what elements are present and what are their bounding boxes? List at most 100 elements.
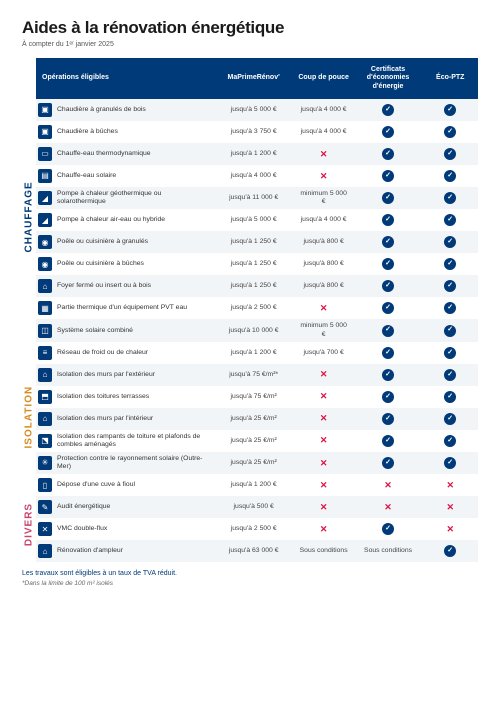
op-cell: ▦Partie thermique d'un équipement PVT ea… [36,297,214,319]
ptz-cell: ✓ [422,187,478,209]
cell-text: Sous conditions [364,547,412,554]
coup-cell: ✕ [294,496,354,518]
coup-cell: Sous conditions [294,540,354,562]
check-icon: ✓ [444,457,456,469]
operation-label: Isolation des murs par l'intérieur [57,415,153,423]
table-body: ▣Chaudière à granulés de boisjusqu'à 5 0… [36,99,478,562]
cross-icon: ✕ [320,391,328,401]
cross-icon: ✕ [446,524,454,534]
ptz-cell: ✓ [422,121,478,143]
mpr-cell: jusqu'à 25 €/m² [214,452,294,474]
operation-label: Foyer fermé ou insert ou à bois [57,282,151,290]
check-icon: ✓ [444,435,456,447]
cee-cell: ✓ [354,364,423,386]
cross-icon: ✕ [320,480,328,490]
cee-cell: ✓ [354,408,423,430]
check-icon: ✓ [382,347,394,359]
cross-icon: ✕ [320,413,328,423]
operation-icon: ✎ [38,500,52,514]
check-icon: ✓ [382,369,394,381]
mpr-cell: jusqu'à 10 000 € [214,319,294,341]
operation-icon: ⌂ [38,544,52,558]
ptz-cell: ✓ [422,319,478,341]
table-row: ◉Poêle ou cuisinière à granulésjusqu'à 1… [36,231,478,253]
check-icon: ✓ [444,258,456,270]
cell-text: jusqu'à 4 000 € [301,216,347,223]
check-icon: ✓ [382,413,394,425]
cee-cell: ✓ [354,165,423,187]
cee-cell: ✓ [354,452,423,474]
cell-text: jusqu'à 700 € [304,349,344,356]
mpr-cell: jusqu'à 1 250 € [214,231,294,253]
mpr-cell: jusqu'à 1 200 € [214,143,294,165]
check-icon: ✓ [382,457,394,469]
cross-icon: ✕ [446,480,454,490]
check-icon: ✓ [444,347,456,359]
operation-label: Audit énergétique [57,503,110,511]
op-cell: ⌂Foyer fermé ou insert ou à bois [36,275,214,297]
table-row: ▤Chauffe-eau solairejusqu'à 4 000 €✕✓✓ [36,165,478,187]
table-row: ▣Chaudière à bûchesjusqu'à 3 750 €jusqu'… [36,121,478,143]
cee-cell: ✓ [354,143,423,165]
mpr-cell: jusqu'à 25 €/m² [214,408,294,430]
check-icon: ✓ [444,192,456,204]
check-icon: ✓ [444,170,456,182]
cee-cell: ✓ [354,319,423,341]
op-cell: ◫Système solaire combiné [36,319,214,341]
check-icon: ✓ [382,126,394,138]
operation-icon: ≡ [38,346,52,360]
check-icon: ✓ [444,104,456,116]
mpr-cell: jusqu'à 63 000 € [214,540,294,562]
operation-label: Poêle ou cuisinière à granulés [57,238,148,246]
cee-cell: ✓ [354,342,423,364]
operation-icon: ◫ [38,324,52,338]
op-cell: ▣Chaudière à bûches [36,121,214,143]
coup-cell: jusqu'à 4 000 € [294,209,354,231]
coup-cell: minimum 5 000 € [294,187,354,209]
ptz-cell: ✓ [422,143,478,165]
table-row: ⌂Foyer fermé ou insert ou à boisjusqu'à … [36,275,478,297]
coup-cell: ✕ [294,165,354,187]
mpr-cell: jusqu'à 500 € [214,496,294,518]
cross-icon: ✕ [320,171,328,181]
coup-cell: ✕ [294,430,354,452]
cee-cell: ✕ [354,474,423,496]
coup-cell: jusqu'à 700 € [294,342,354,364]
mpr-cell: jusqu'à 1 250 € [214,253,294,275]
table-row: ✕VMC double-fluxjusqu'à 2 500 €✕✓✕ [36,518,478,540]
op-cell: ▯Dépose d'une cuve à fioul [36,474,214,496]
operation-label: VMC double-flux [57,525,107,533]
table-row: ▣Chaudière à granulés de boisjusqu'à 5 0… [36,99,478,121]
operation-icon: ▯ [38,478,52,492]
ptz-cell: ✓ [422,452,478,474]
op-cell: ⌂Isolation des murs par l'intérieur [36,408,214,430]
ptz-cell: ✕ [422,496,478,518]
operation-icon: ⬒ [38,390,52,404]
coup-cell: jusqu'à 800 € [294,253,354,275]
coup-cell: jusqu'à 4 000 € [294,121,354,143]
op-cell: ⌂Rénovation d'ampleur [36,540,214,562]
category-label: DIVERS [24,498,35,552]
footnote-tva: Les travaux sont éligibles à un taux de … [22,570,478,577]
page-subtitle: À compter du 1ᵉʳ janvier 2025 [22,41,478,48]
operation-label: Réseau de froid ou de chaleur [57,349,148,357]
operation-label: Isolation des rampants de toiture et pla… [57,433,210,449]
check-icon: ✓ [444,280,456,292]
table-row: ◉Poêle ou cuisinière à bûchesjusqu'à 1 2… [36,253,478,275]
op-cell: ≡ Réseau de froid ou de chaleur [36,342,214,364]
operation-icon: ◢ [38,213,52,227]
operation-icon: ✕ [38,522,52,536]
operation-icon: ◉ [38,257,52,271]
ptz-cell: ✓ [422,165,478,187]
col-coup: Coup de pouce [294,58,354,99]
ptz-cell: ✓ [422,231,478,253]
mpr-cell: jusqu'à 75 €/m² [214,386,294,408]
mpr-cell: jusqu'à 1 200 € [214,342,294,364]
col-ptz: Éco-PTZ [422,58,478,99]
table-row: ▯Dépose d'une cuve à fiouljusqu'à 1 200 … [36,474,478,496]
cee-cell: Sous conditions [354,540,423,562]
cee-cell: ✓ [354,430,423,452]
cee-cell: ✓ [354,518,423,540]
check-icon: ✓ [444,148,456,160]
coup-cell: ✕ [294,408,354,430]
